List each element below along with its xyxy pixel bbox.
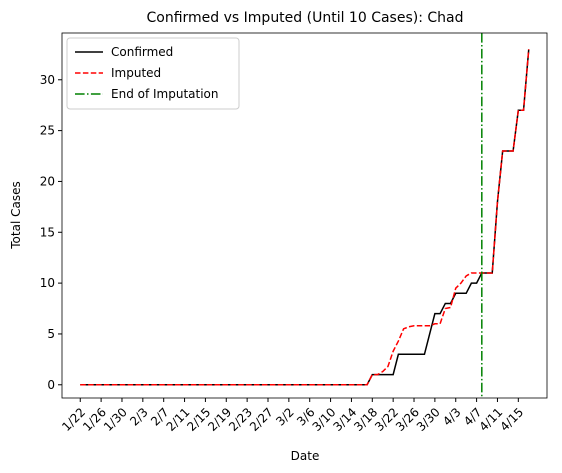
- x-tick-label: 4/3: [440, 405, 464, 429]
- y-axis-label: Total Cases: [9, 181, 23, 249]
- x-tick-label: 3/2: [273, 405, 297, 429]
- x-tick-label: 1/30: [101, 405, 130, 434]
- y-tick-label: 5: [47, 327, 55, 341]
- series-line: [80, 49, 530, 386]
- y-tick-label: 0: [47, 378, 55, 392]
- axes-frame: [61, 32, 548, 399]
- y-tick-label: 10: [40, 276, 55, 290]
- y-tick-label: 25: [40, 124, 55, 138]
- legend-label: Confirmed: [111, 45, 173, 59]
- legend-box: [66, 37, 240, 110]
- x-tick-label: 2/27: [247, 405, 276, 434]
- y-tick-label: 30: [40, 73, 55, 87]
- y-tick-label: 15: [40, 225, 55, 239]
- x-tick-label: 2/3: [127, 405, 151, 429]
- x-tick-label: 4/15: [497, 405, 526, 434]
- chart-title: Confirmed vs Imputed (Until 10 Cases): C…: [147, 10, 464, 26]
- x-tick-label: 3/30: [414, 405, 443, 434]
- x-axis-label: Date: [291, 449, 320, 463]
- legend-label: Imputed: [111, 66, 161, 80]
- legend-label: End of Imputation: [111, 87, 219, 101]
- y-tick-label: 20: [40, 174, 55, 188]
